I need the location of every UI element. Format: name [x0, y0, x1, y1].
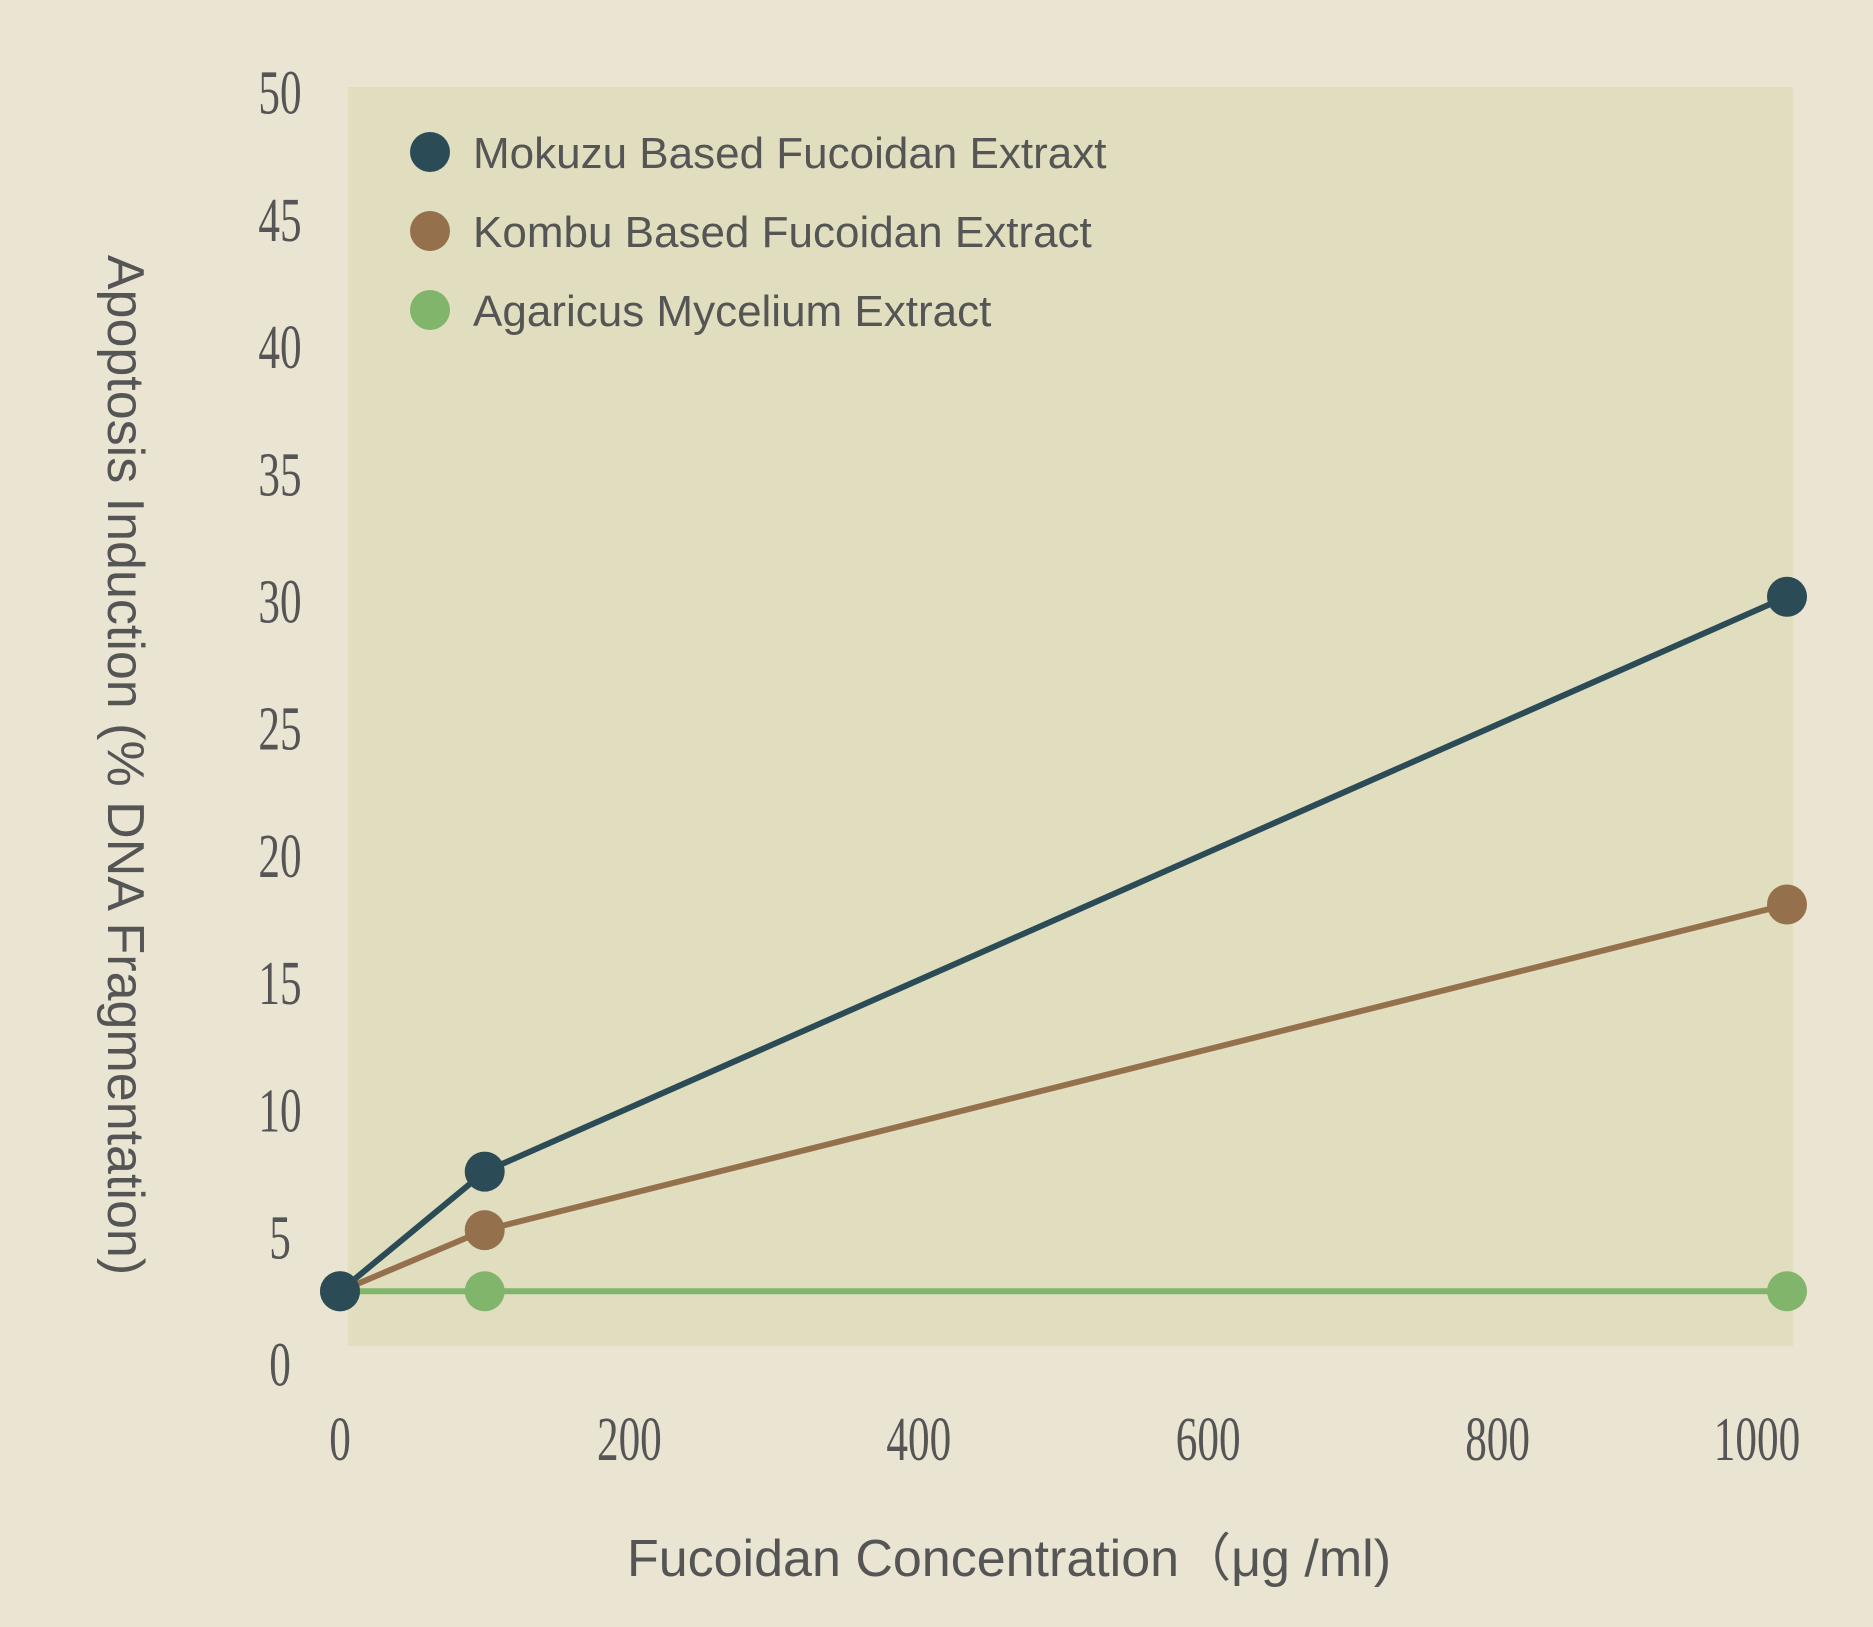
y-tick-label: 35 — [258, 440, 301, 510]
series-points — [320, 576, 1807, 1312]
y-tick-label: 40 — [258, 312, 301, 382]
x-tick-label: 600 — [1176, 1404, 1241, 1474]
x-tick-label: 200 — [597, 1404, 662, 1474]
y-tick-label: 15 — [258, 948, 301, 1018]
y-axis-ticks: 0 5 10 15 20 25 30 35 40 45 50 — [258, 58, 301, 1400]
y-tick-label: 45 — [258, 185, 301, 255]
data-point — [464, 1271, 505, 1312]
legend-label: Mokuzu Based Fucoidan Extraxt — [473, 129, 1106, 178]
y-tick-label: 25 — [258, 694, 301, 764]
data-point — [1767, 1271, 1807, 1312]
legend-marker — [410, 290, 450, 330]
legend: Mokuzu Based Fucoidan Extraxt Kombu Based… — [410, 129, 1106, 336]
y-tick-label: 30 — [258, 567, 301, 637]
x-tick-label: 800 — [1465, 1404, 1530, 1474]
data-point — [1767, 576, 1807, 617]
data-point — [320, 1271, 360, 1312]
data-point — [464, 1151, 505, 1192]
legend-marker — [410, 211, 450, 251]
y-tick-label: 50 — [258, 58, 301, 128]
data-point — [464, 1210, 505, 1251]
x-axis-ticks: 0 200 400 600 800 1000 — [329, 1404, 1800, 1474]
y-tick-label: 10 — [258, 1076, 301, 1146]
y-axis-label: Apoptosis Induction (% DNA Fragmentation… — [96, 255, 154, 1275]
x-tick-label: 0 — [329, 1404, 351, 1474]
plot-area — [348, 87, 1793, 1346]
legend-label: Kombu Based Fucoidan Extract — [473, 208, 1092, 257]
legend-marker — [410, 132, 450, 172]
y-tick-label: 5 — [269, 1203, 291, 1273]
y-tick-label: 20 — [258, 821, 301, 891]
data-point — [1767, 884, 1807, 925]
x-tick-label: 1000 — [1714, 1404, 1800, 1474]
y-tick-label: 0 — [269, 1330, 291, 1400]
x-tick-label: 400 — [886, 1404, 951, 1474]
legend-label: Agaricus Mycelium Extract — [473, 287, 991, 336]
x-axis-label: Fucoidan Concentration（μg /ml) — [627, 1530, 1391, 1588]
